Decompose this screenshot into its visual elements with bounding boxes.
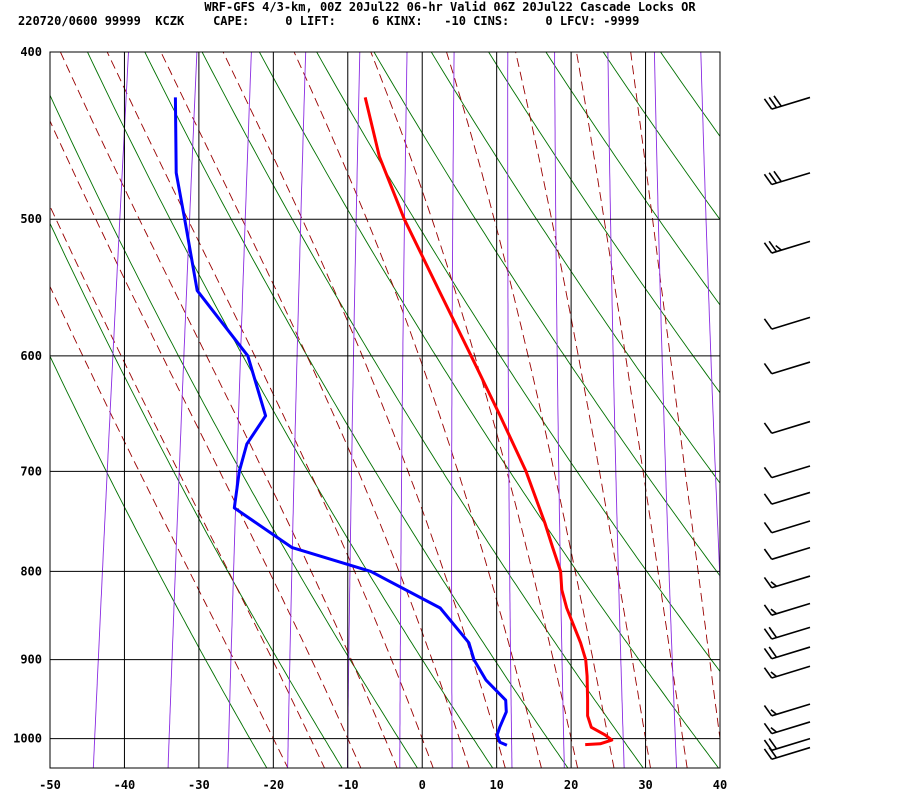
wind-barb	[763, 746, 811, 761]
moist-adiabat	[50, 119, 362, 768]
dry-adiabat	[316, 52, 720, 673]
moist-adiabat	[50, 285, 289, 768]
moist-adiabat	[160, 52, 470, 768]
temperature-tick-label: -30	[188, 778, 210, 792]
pressure-tick-label: 1000	[13, 732, 42, 746]
wind-barb	[763, 491, 811, 505]
wind-barb	[763, 602, 811, 616]
temperature-tick-labels: -50 -40 -30 -20 -10 0 10 20 30 40	[39, 778, 727, 792]
wind-barb	[763, 703, 811, 717]
pressure-tick-label: 700	[20, 464, 42, 478]
pressure-tick-labels: 400 500 600 700 800 900 1000	[13, 45, 42, 746]
moist-adiabat	[59, 52, 398, 768]
dry-adiabat	[87, 52, 494, 768]
dewpoint-profile-line	[173, 97, 508, 747]
wind-barb	[763, 575, 811, 589]
dry-adiabat	[50, 355, 268, 768]
temperature-tick-label: -50	[39, 778, 61, 792]
temperature-profile-line	[363, 97, 614, 747]
temperature-tick-label: -10	[337, 778, 359, 792]
pressure-tick-label: 600	[20, 349, 42, 363]
pressure-tick-label: 400	[20, 45, 42, 59]
temperature-tick-label: 20	[564, 778, 578, 792]
dry-adiabat	[144, 52, 569, 768]
mixing-ratio-line	[92, 52, 129, 768]
moist-adiabat	[630, 52, 720, 742]
temperature-tick-label: -40	[114, 778, 136, 792]
moist-adiabat	[293, 52, 542, 768]
pressure-tick-label: 500	[20, 212, 42, 226]
dry-adiabat	[430, 52, 720, 484]
dry-adiabat	[373, 52, 720, 577]
mixing-ratio-line	[399, 52, 408, 768]
plot-frame	[49, 51, 721, 769]
dry-adiabat	[659, 52, 720, 138]
temperature-tick-label: -20	[262, 778, 284, 792]
wind-barb	[763, 240, 811, 254]
temperature-tick-label: 0	[419, 778, 426, 792]
wind-barb	[763, 361, 811, 375]
mixing-ratio-line	[653, 52, 677, 768]
pressure-tick-label: 900	[20, 653, 42, 667]
grid-lines	[50, 52, 720, 768]
wind-barb	[763, 626, 811, 640]
wind-barb	[763, 721, 811, 735]
mixing-ratio-line	[167, 52, 198, 768]
dry-adiabat	[602, 52, 720, 221]
dry-adiabat	[201, 52, 644, 768]
wind-barb	[763, 646, 811, 660]
temperature-tick-label: 30	[638, 778, 652, 792]
pressure-tick-label: 800	[20, 564, 42, 578]
mixing-ratio-line	[287, 52, 307, 768]
wind-barb	[763, 546, 811, 561]
wind-barb	[763, 665, 811, 679]
temperature-tick-label: 40	[713, 778, 727, 792]
wind-barb	[763, 520, 811, 534]
thermodynamic-background-lines	[50, 52, 720, 768]
wind-barbs	[763, 95, 811, 761]
dry-adiabat	[488, 52, 720, 394]
moist-adiabat	[370, 52, 579, 768]
wind-barb	[763, 465, 811, 479]
moist-adiabat	[515, 52, 651, 768]
wind-barb	[763, 170, 811, 186]
moist-adiabat	[576, 52, 688, 768]
mixing-ratio-line	[700, 52, 720, 590]
moist-adiabat	[50, 205, 325, 768]
mixing-ratio-line	[227, 52, 252, 768]
moist-adiabat	[222, 52, 506, 768]
sounding-profiles	[173, 97, 614, 747]
wind-barb	[763, 737, 811, 752]
mixing-ratio-line	[554, 52, 565, 768]
mixing-ratio-line	[451, 52, 455, 768]
temperature-tick-label: 10	[489, 778, 503, 792]
mixing-ratio-line	[507, 52, 513, 768]
stability-indices-line: 220720/0600 99999 KCZK CAPE: 0 LIFT: 6 K…	[18, 14, 640, 28]
wind-barb	[763, 316, 811, 330]
wind-barb	[763, 95, 811, 110]
chart-title: WRF-GFS 4/3-km, 00Z 20Jul22 06-hr Valid …	[204, 0, 696, 14]
dry-adiabat	[50, 94, 418, 768]
mixing-ratio-line	[607, 52, 625, 768]
dry-adiabat	[50, 222, 343, 768]
moist-adiabat	[106, 52, 434, 768]
wind-barb	[763, 420, 811, 435]
